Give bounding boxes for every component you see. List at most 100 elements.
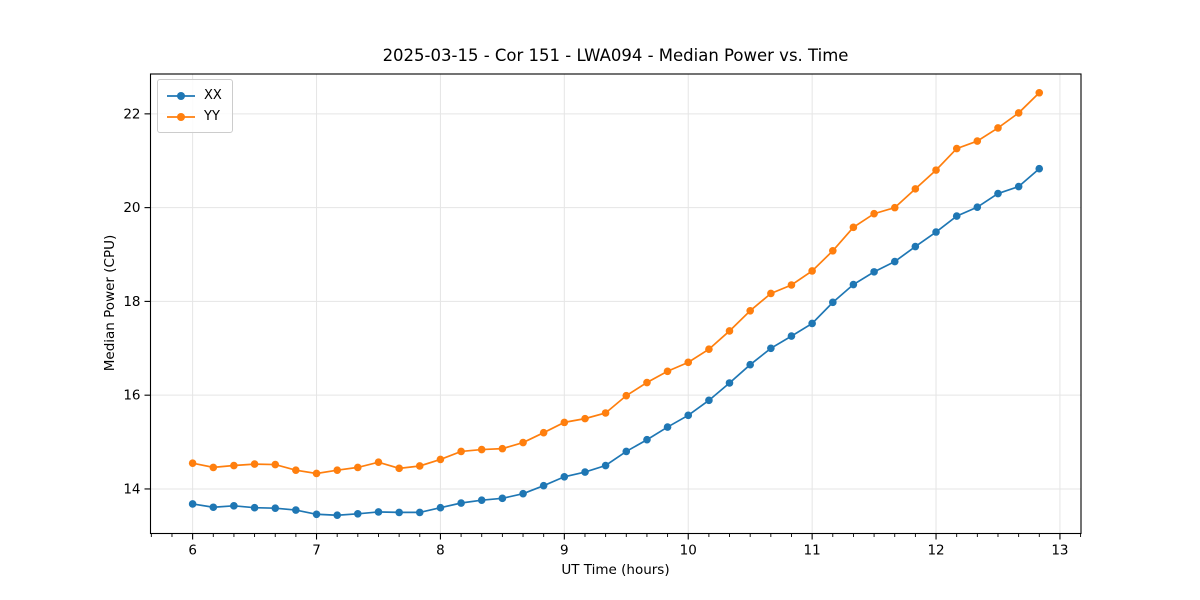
- data-point: [250, 460, 259, 468]
- data-point: [684, 411, 693, 420]
- tick-labels: 6 7 8 9 10 11 12 13 14 16 18 20 22: [123, 106, 1068, 558]
- x-tick-label: 7: [312, 543, 321, 559]
- data-point: [581, 468, 589, 476]
- xx-series-swatch-icon: [167, 91, 195, 100]
- data-point: [312, 469, 321, 478]
- data-point: [663, 367, 672, 376]
- data-point: [849, 223, 858, 232]
- data-point: [911, 185, 920, 193]
- data-point: [560, 418, 569, 427]
- data-point: [436, 455, 445, 464]
- data-point: [705, 396, 713, 405]
- legend-item-xx: XX: [166, 85, 222, 106]
- plot-border: [149, 73, 1082, 535]
- data-point: [539, 481, 548, 490]
- data-point: [1035, 164, 1044, 173]
- y-tick-label: 22: [123, 106, 140, 122]
- data-point: [519, 489, 527, 498]
- chart-title: 2025-03-15 - Cor 151 - LWA094 - Median P…: [382, 46, 849, 65]
- data-point: [333, 511, 342, 520]
- data-point: [457, 499, 465, 507]
- axis-ticks: [144, 113, 1082, 540]
- data-point: [890, 203, 899, 212]
- data-point: [829, 298, 837, 307]
- data-point: [622, 391, 631, 400]
- x-axis-label: UT Time (hours): [561, 562, 670, 578]
- data-point: [684, 358, 693, 367]
- data-point: [952, 212, 961, 220]
- data-point: [271, 504, 280, 512]
- data-point: [498, 444, 507, 453]
- data-point: [663, 423, 672, 431]
- data-point: [188, 459, 197, 467]
- data-point: [643, 435, 651, 444]
- grid-lines: [150, 74, 1081, 534]
- data-point: [498, 494, 507, 503]
- series-xx: [188, 164, 1044, 520]
- data-point: [746, 306, 754, 315]
- y-tick-label: 18: [123, 294, 140, 310]
- legend-label-yy: YY: [204, 109, 220, 124]
- data-point: [415, 462, 424, 470]
- data-point: [994, 189, 1002, 198]
- data-point: [622, 447, 631, 456]
- legend-item-yy: YY: [166, 106, 222, 127]
- data-point: [725, 327, 734, 335]
- data-point: [415, 508, 424, 517]
- legend: XX YY: [157, 79, 233, 133]
- data-point: [643, 378, 651, 387]
- data-point: [292, 466, 300, 475]
- data-point: [230, 461, 238, 470]
- data-point: [746, 360, 754, 369]
- x-tick-label: 11: [804, 543, 821, 559]
- data-point: [477, 445, 486, 454]
- x-tick-label: 13: [1051, 543, 1068, 559]
- data-point: [787, 281, 796, 289]
- data-point: [436, 503, 445, 512]
- data-point: [353, 510, 362, 518]
- data-point: [932, 166, 940, 174]
- x-tick-label: 8: [436, 543, 445, 559]
- data-point: [292, 506, 300, 514]
- data-point: [829, 246, 837, 255]
- data-point: [477, 496, 486, 505]
- data-point: [209, 463, 218, 472]
- y-axis-label: Median Power (CPU): [102, 234, 118, 372]
- data-point: [519, 438, 527, 447]
- x-tick-label: 12: [927, 543, 944, 559]
- data-point: [188, 500, 197, 508]
- data-point: [539, 428, 548, 437]
- data-point: [333, 466, 342, 475]
- data-point: [725, 379, 734, 387]
- series-line: [192, 168, 1040, 517]
- data-point: [1014, 182, 1023, 191]
- data-point: [787, 332, 796, 340]
- y-tick-label: 16: [123, 388, 140, 404]
- yy-series-swatch-icon: [167, 112, 195, 121]
- data-point: [312, 510, 321, 519]
- series-yy: [188, 88, 1044, 478]
- data-point: [767, 289, 775, 298]
- data-point: [353, 463, 362, 472]
- data-point: [601, 461, 610, 470]
- data-point: [808, 267, 816, 275]
- data-point: [374, 508, 383, 516]
- data-point: [952, 144, 961, 153]
- series-line: [192, 92, 1040, 475]
- data-point: [581, 414, 589, 423]
- data-point: [870, 268, 878, 276]
- data-point: [767, 344, 775, 353]
- data-point: [973, 203, 982, 211]
- data-point: [271, 460, 280, 469]
- data-point: [209, 503, 218, 512]
- data-point: [994, 124, 1002, 132]
- data-point: [230, 502, 238, 510]
- y-tick-label: 14: [123, 481, 140, 497]
- data-point: [601, 409, 610, 417]
- data-point: [849, 280, 858, 289]
- y-tick-label: 20: [123, 200, 140, 216]
- x-tick-label: 6: [188, 543, 197, 559]
- data-point: [932, 228, 940, 236]
- data-point: [890, 257, 899, 266]
